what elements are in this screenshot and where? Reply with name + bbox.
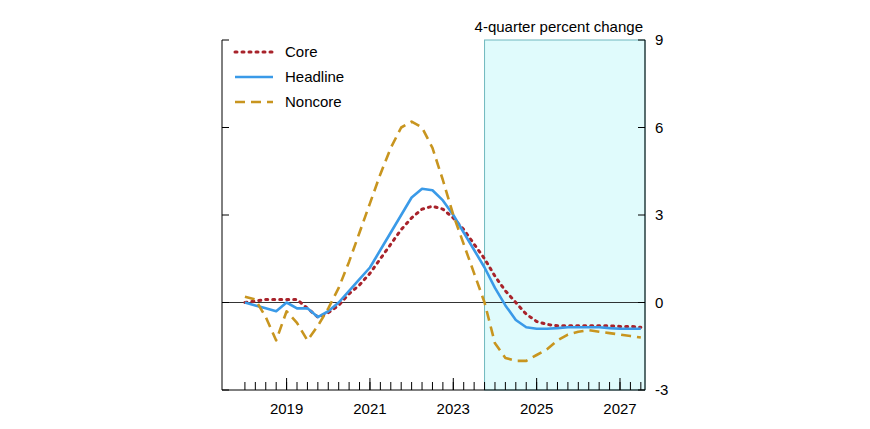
legend-swatch [235, 51, 273, 54]
x-minor-tick [494, 382, 495, 390]
y-tick-label: 9 [655, 31, 663, 48]
legend-swatch [235, 101, 273, 104]
x-minor-tick [442, 382, 443, 390]
x-tick-label: 2027 [603, 400, 636, 417]
series-line [245, 189, 641, 329]
x-minor-tick [422, 382, 423, 390]
left-axis [222, 40, 223, 390]
x-minor-tick [411, 382, 412, 390]
x-minor-tick [474, 382, 475, 390]
legend-label: Core [285, 43, 318, 60]
x-minor-tick [276, 382, 277, 390]
y-tick-right [638, 215, 645, 216]
axis-title: 4-quarter percent change [475, 18, 643, 35]
x-minor-tick [359, 382, 360, 390]
y-tick-left [222, 127, 229, 128]
x-tick [286, 378, 287, 390]
y-tick-label: 3 [655, 206, 663, 223]
x-minor-tick [338, 382, 339, 390]
x-minor-tick [515, 382, 516, 390]
legend-label: Headline [285, 68, 344, 85]
series-line [245, 122, 641, 361]
x-minor-tick [328, 382, 329, 390]
y-tick-right [638, 302, 645, 303]
y-tick-left [222, 302, 229, 303]
legend-label: Noncore [285, 93, 342, 110]
y-tick-label: -3 [655, 381, 668, 398]
x-minor-tick [630, 382, 631, 390]
x-tick [369, 378, 370, 390]
chart: -3 0 3 6 9 2019 2021 2023 2025 2027 4-quarter perc… [0, 0, 870, 429]
x-tick-label: 2021 [353, 400, 386, 417]
x-minor-tick [265, 382, 266, 390]
legend-swatch [235, 76, 273, 79]
x-minor-tick [557, 382, 558, 390]
x-minor-tick [463, 382, 464, 390]
y-tick-label: 6 [655, 119, 663, 136]
x-tick [619, 378, 620, 390]
x-minor-tick [432, 382, 433, 390]
x-minor-tick [307, 382, 308, 390]
x-tick [536, 378, 537, 390]
series-group [245, 122, 641, 361]
x-minor-tick [526, 382, 527, 390]
x-minor-tick [578, 382, 579, 390]
x-minor-tick [599, 382, 600, 390]
x-minor-tick [505, 382, 506, 390]
right-axis [645, 40, 646, 390]
x-minor-tick [380, 382, 381, 390]
x-minor-tick [547, 382, 548, 390]
x-minor-tick [317, 382, 318, 390]
x-minor-tick [640, 382, 641, 390]
x-minor-tick [244, 382, 245, 390]
x-tick-label: 2025 [520, 400, 553, 417]
y-tick-label: 0 [655, 294, 663, 311]
y-tick-right [638, 40, 645, 41]
x-minor-tick [255, 382, 256, 390]
x-minor-tick [349, 382, 350, 390]
y-tick-left [222, 40, 229, 41]
x-tick-label: 2019 [270, 400, 303, 417]
x-minor-tick [588, 382, 589, 390]
x-minor-tick [297, 382, 298, 390]
x-tick [453, 378, 454, 390]
y-tick-left [222, 215, 229, 216]
x-minor-tick [401, 382, 402, 390]
y-tick-right [638, 127, 645, 128]
x-tick-label: 2023 [437, 400, 470, 417]
x-minor-tick [567, 382, 568, 390]
x-minor-tick [390, 382, 391, 390]
x-axis [222, 390, 645, 391]
x-minor-tick [609, 382, 610, 390]
x-minor-tick [484, 382, 485, 390]
